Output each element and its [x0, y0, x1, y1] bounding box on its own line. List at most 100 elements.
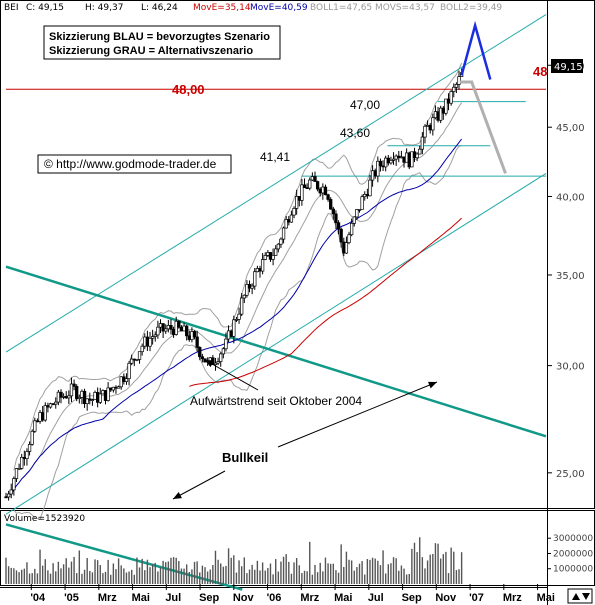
y-tick-label: 35,00 [556, 271, 585, 282]
candle-body [284, 219, 288, 229]
candle-body [407, 152, 411, 168]
candle-body [124, 378, 129, 382]
candle-body [98, 393, 102, 403]
candle-body [106, 387, 110, 401]
x-tick-label: Nov [435, 592, 457, 604]
candle-body [433, 111, 438, 119]
candle-body [224, 338, 228, 350]
channel-lower-line [5, 172, 547, 515]
candle-body [352, 216, 356, 224]
volume-tick-label: 1000000 [553, 565, 593, 575]
scenario-sketches [172, 20, 507, 500]
candle-body [187, 335, 191, 340]
candle-body [226, 330, 231, 340]
candle-body [255, 268, 260, 273]
candle-body [80, 390, 84, 398]
x-tick-label: '04 [30, 592, 46, 604]
x-tick-label: Mai [537, 592, 555, 604]
candle-body [295, 196, 299, 209]
candle-body [95, 392, 100, 403]
candle-body [391, 158, 396, 161]
bullkeil-arrow-down [172, 470, 226, 500]
candle-body [213, 362, 218, 366]
header-boll1: BOLL1=47,65 [310, 3, 372, 13]
candle-body [85, 398, 89, 404]
x-tick-label: Sep [402, 592, 422, 604]
x-tick-label: Sep [199, 592, 219, 604]
candle-body [318, 188, 322, 194]
candle-body [394, 155, 398, 160]
candle-body [161, 323, 165, 332]
level-label-41-41: 41,41 [260, 150, 290, 164]
y-tick-label: 30,00 [556, 362, 585, 373]
candle-body [82, 390, 87, 404]
candle-body [48, 403, 53, 408]
candle-body [355, 209, 359, 218]
candle-body [145, 336, 150, 347]
candle-body [195, 336, 199, 348]
candle-body [410, 151, 414, 168]
candle-body [182, 325, 186, 332]
down-arrow-icon [582, 593, 590, 600]
moving-average-long [189, 217, 462, 387]
candle-body [360, 196, 364, 210]
candle-body [412, 151, 417, 159]
candle-body [30, 430, 34, 445]
x-tick-label: Jul [368, 592, 384, 604]
candle-body [250, 285, 254, 289]
resistance-label-48-right: 48 [533, 64, 547, 79]
candle-body [101, 390, 105, 395]
candle-body [198, 347, 202, 358]
legend-line-blue: Skizzierung BLAU = bevorzugtes Szenario [49, 31, 270, 43]
volume-bars: 1000000 2000000 3000000 [5, 534, 593, 584]
candle-body [46, 405, 50, 408]
candle-body [313, 176, 317, 182]
candle-body [399, 156, 404, 159]
candle-body [41, 412, 45, 421]
header-movs: MOVS=43,57 [375, 3, 435, 13]
candle-body [127, 362, 131, 380]
uptrend-arrow-head [205, 360, 214, 368]
candle-body [363, 194, 367, 198]
candle-body [200, 356, 205, 360]
candle-body [192, 331, 197, 338]
candle-body [216, 361, 220, 364]
candle-body [4, 496, 8, 499]
candle-body [140, 345, 144, 353]
candle-body [64, 396, 68, 399]
candle-body [69, 383, 74, 397]
candle-body [119, 376, 123, 388]
candle-body [439, 107, 443, 121]
grey-scenario-sketch [459, 80, 507, 174]
header-move1: MovE=35,14 [193, 3, 251, 13]
candle-body [135, 359, 139, 361]
bollinger-upper [13, 62, 463, 471]
candle-body [368, 179, 372, 197]
candle-body [292, 208, 296, 216]
bollinger-lower [13, 144, 462, 520]
candle-body [425, 124, 430, 127]
bullkeil-annotation: Bullkeil [222, 450, 268, 465]
candle-body [33, 420, 37, 432]
candle-body [43, 405, 47, 421]
candle-body [143, 336, 147, 347]
candle-body [260, 259, 265, 272]
resistance-label-48: 48,00 [172, 82, 205, 97]
x-tick-label: '07 [469, 592, 484, 604]
candle-body [72, 383, 76, 387]
candle-body [38, 412, 42, 422]
y-tick-label: 25,00 [556, 469, 585, 480]
candle-body [77, 397, 81, 399]
candle-body [258, 268, 262, 272]
x-tick-label: Jul [165, 592, 181, 604]
candle-body [22, 456, 26, 460]
candle-body [111, 386, 116, 391]
trend-lines [5, 14, 547, 591]
candle-body [158, 323, 163, 328]
x-tick-label: Mai [132, 592, 150, 604]
x-tick-label: Mrz [300, 592, 319, 604]
current-price-tag [551, 59, 583, 73]
bullkeil-arrow-up [277, 381, 438, 448]
candle-body [315, 181, 320, 190]
